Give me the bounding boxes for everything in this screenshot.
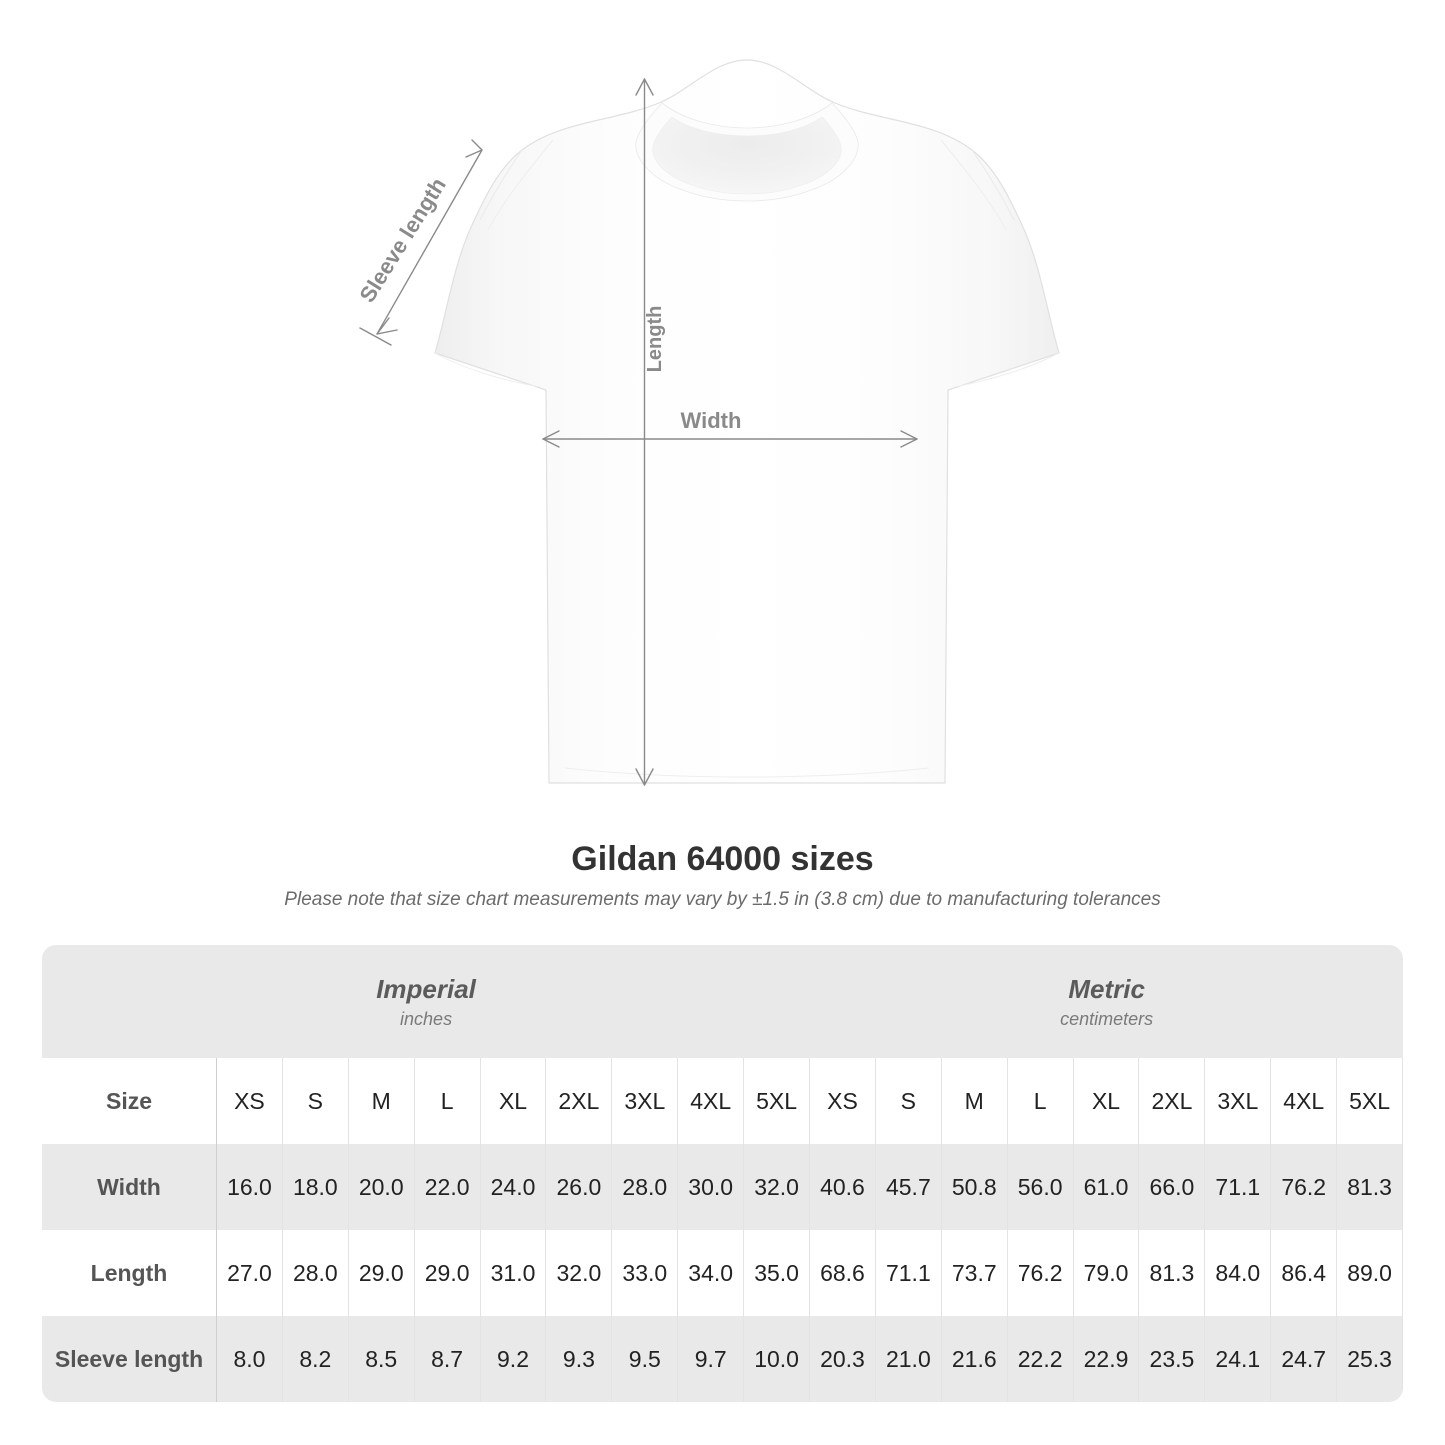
svg-text:Width: Width: [681, 408, 742, 433]
svg-text:Sleeve length: Sleeve length: [354, 173, 450, 307]
svg-text:Length: Length: [644, 306, 666, 373]
